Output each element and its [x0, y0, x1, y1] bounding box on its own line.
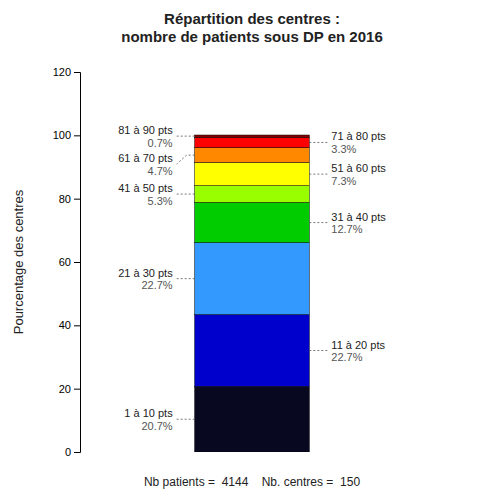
segment-label: 81 à 90 pts — [118, 124, 173, 136]
leader-line — [309, 142, 327, 143]
data-label: 12.7% — [331, 223, 362, 235]
bar-segment — [195, 163, 310, 186]
bar-segment — [195, 202, 310, 242]
data-label: 5.3% — [148, 195, 173, 207]
tick: 100 — [53, 129, 80, 141]
segment-label: 1 à 10 pts — [124, 407, 173, 419]
tick-mark — [74, 262, 80, 263]
tick-label: 20 — [59, 383, 71, 395]
bar-segment — [195, 135, 310, 137]
tick-mark — [74, 72, 80, 73]
data-label: 0.7% — [148, 137, 173, 149]
tick-mark — [74, 325, 80, 326]
tick-label: 100 — [53, 129, 71, 141]
bar-segment — [195, 186, 310, 203]
segment-label: 11 à 20 pts — [331, 339, 385, 351]
tick: 20 — [59, 383, 80, 395]
footnote: Nb patients = 4144 Nb. centres = 150 — [144, 475, 360, 489]
leader-line — [177, 136, 195, 137]
bar-segment — [195, 243, 310, 315]
tick: 80 — [59, 193, 80, 205]
title: Répartition des centres :nombre de patie… — [121, 10, 382, 45]
segment-label: 71 à 80 pts — [331, 130, 386, 142]
data-label: 3.3% — [331, 143, 356, 155]
leader-line — [309, 222, 327, 223]
data-labels: 81 à 90 pts0.7% 61 à 70 pts4.7% 41 à 50 pt… — [118, 124, 386, 432]
tick-mark — [74, 452, 80, 453]
leader-line — [177, 194, 195, 195]
bar-segment — [195, 148, 310, 163]
data-label: 7.3% — [331, 175, 356, 187]
tick: 40 — [59, 319, 80, 331]
bars — [195, 135, 310, 452]
segment-label: 31 à 40 pts — [331, 211, 386, 223]
y-axis-title: Pourcentage des centres — [11, 189, 26, 334]
tick-label: 120 — [53, 66, 71, 78]
y-axis-line — [74, 73, 81, 453]
segment-label: 51 à 60 pts — [331, 162, 386, 174]
tick-mark — [74, 199, 80, 200]
bar-segment — [195, 315, 310, 387]
bar-segment — [195, 386, 310, 452]
tick-label: 80 — [59, 193, 71, 205]
leader-line — [177, 278, 195, 279]
tick-mark — [74, 389, 80, 390]
tick: 120 — [53, 66, 80, 78]
y-axis: 0 20 40 60 80 100 120 — [53, 66, 81, 458]
tick-label: 0 — [65, 446, 71, 458]
leader-line — [177, 155, 195, 164]
tick-label: 40 — [59, 319, 71, 331]
leader-line — [177, 419, 195, 420]
data-label: 22.7% — [141, 279, 172, 291]
leader-line — [309, 174, 327, 175]
chart: Répartition des centres :nombre de patie… — [0, 0, 504, 504]
data-label: 20.7% — [141, 420, 172, 432]
segment-label: 21 à 30 pts — [118, 267, 173, 279]
tick-label: 60 — [59, 256, 71, 268]
segment-label: 61 à 70 pts — [118, 152, 173, 164]
tick: 60 — [59, 256, 80, 268]
bar-segment — [195, 137, 310, 147]
tick: 0 — [65, 446, 80, 458]
data-label: 4.7% — [148, 165, 173, 177]
tick-mark — [74, 135, 80, 136]
data-label: 22.7% — [331, 351, 362, 363]
leader-line — [309, 350, 327, 351]
segment-label: 41 à 50 pts — [118, 182, 173, 194]
